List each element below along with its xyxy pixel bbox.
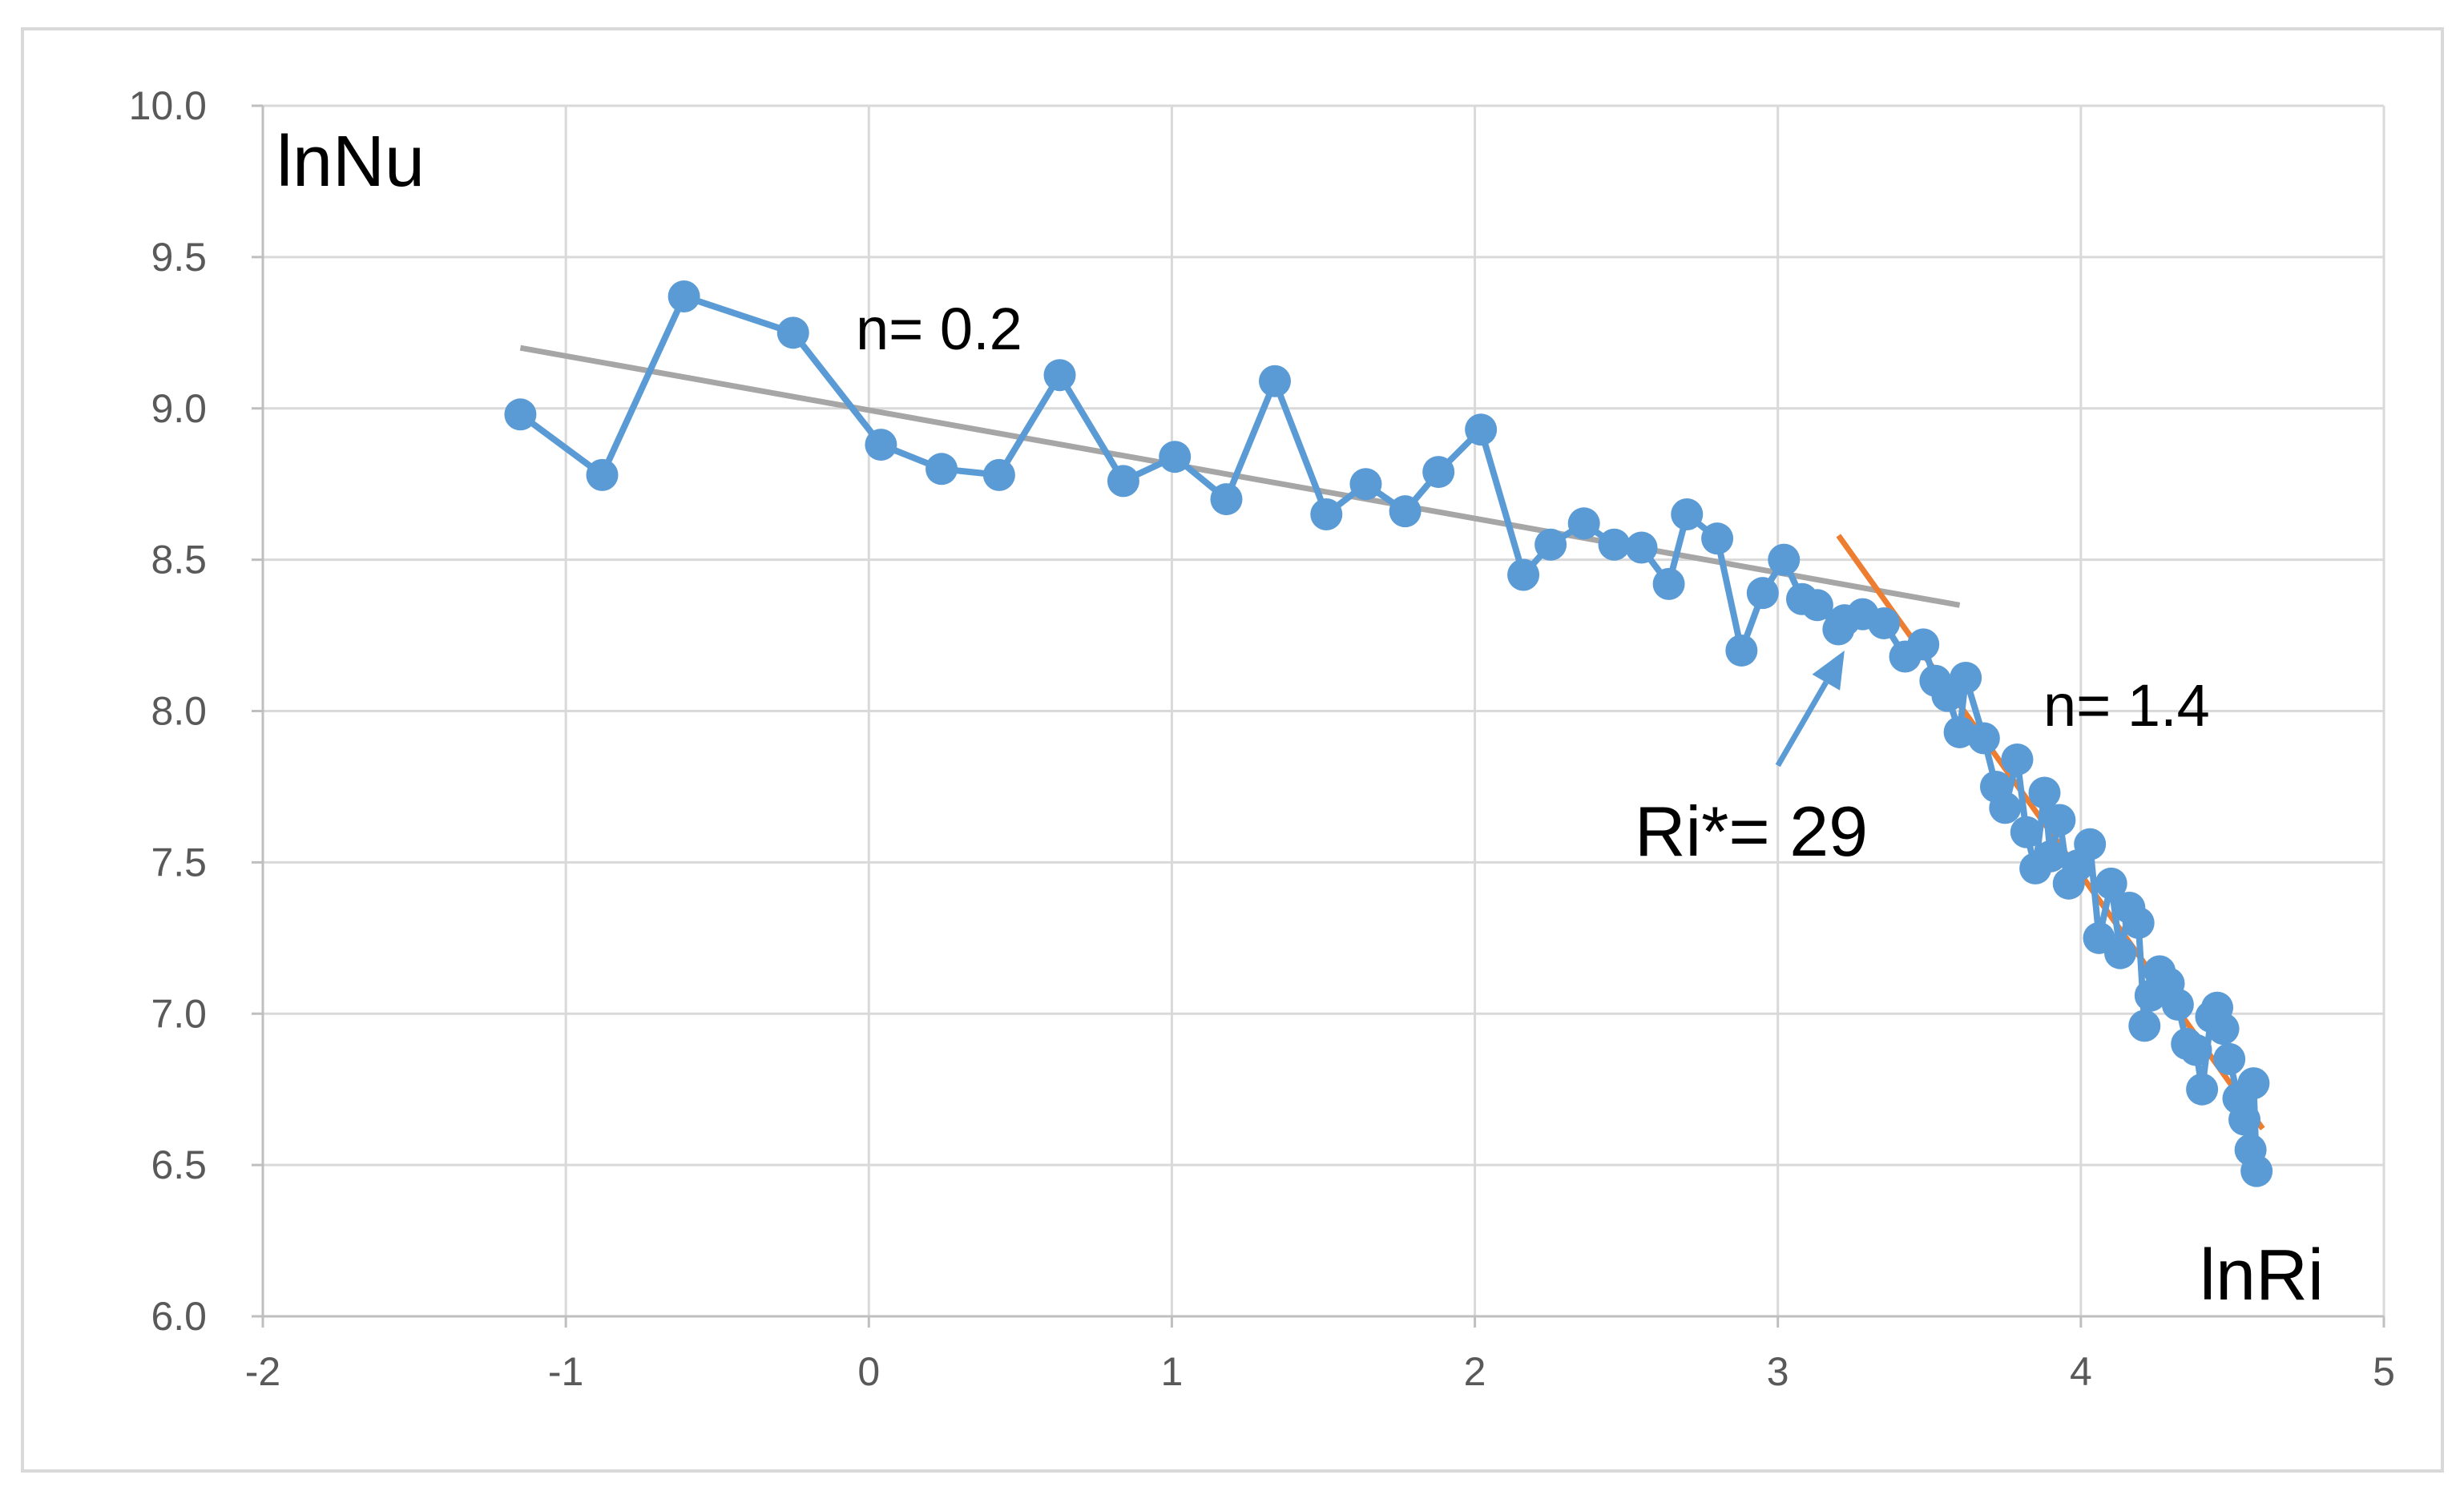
data-point	[2161, 988, 2194, 1021]
data-point	[1043, 359, 1076, 392]
y-tick-label: 7.0	[151, 991, 207, 1036]
data-point	[1210, 483, 1243, 516]
data-point	[586, 458, 619, 491]
data-point	[2010, 816, 2043, 848]
data-point	[865, 429, 897, 461]
data-point	[1768, 543, 1801, 576]
data-point	[1465, 413, 1498, 446]
annotation-ri-star: Ri*= 29	[1635, 792, 1868, 871]
x-tick-label: 1	[1161, 1349, 1184, 1394]
arrow-head	[1812, 650, 1845, 691]
data-points	[504, 280, 2273, 1187]
annotation-n-low: n= 0.2	[856, 296, 1022, 362]
data-point	[1652, 567, 1685, 600]
data-point	[776, 316, 809, 349]
x-axis-title: lnRi	[2200, 1235, 2324, 1316]
data-point	[504, 398, 537, 431]
data-point	[2128, 1009, 2161, 1042]
data-point	[2028, 776, 2061, 809]
y-tick-label: 9.0	[151, 386, 207, 431]
annotation-n-high: n= 1.4	[2043, 672, 2210, 739]
x-tick-labels: -2 -1 0 1 2 3 4 5	[245, 1349, 2395, 1394]
data-point	[2240, 1154, 2273, 1187]
y-tick-label: 8.5	[151, 538, 207, 582]
data-point	[2186, 1073, 2219, 1106]
data-point	[1950, 661, 1982, 694]
data-point	[1258, 365, 1291, 397]
data-point	[1107, 465, 1139, 498]
data-point	[2122, 906, 2155, 939]
annotations: lnNu lnRi n= 0.2 n= 1.4 Ri*= 29	[276, 122, 2324, 1316]
data-point	[2207, 1013, 2240, 1046]
data-point	[1967, 722, 2000, 755]
data-point	[2001, 743, 2034, 776]
data-point	[1534, 528, 1567, 561]
data-point	[1725, 634, 1758, 667]
data-point	[667, 280, 700, 312]
x-tick-label: 3	[1767, 1349, 1789, 1394]
data-point	[2074, 828, 2107, 860]
data-point	[2180, 1034, 2212, 1066]
data-point	[1943, 715, 1976, 748]
data-point	[2035, 840, 2067, 872]
data-point	[1989, 792, 2022, 824]
data-point	[1349, 468, 1382, 501]
data-point	[1801, 589, 1833, 622]
data-point	[1907, 628, 1940, 661]
y-tick-label: 6.5	[151, 1142, 207, 1187]
y-tick-label: 9.5	[151, 235, 207, 280]
data-point	[1389, 495, 1422, 528]
data-point	[1310, 498, 1343, 530]
chart-border	[21, 27, 2444, 1473]
y-axis-title: lnNu	[276, 122, 425, 202]
data-point	[2237, 1067, 2270, 1100]
data-point	[1671, 498, 1704, 530]
data-point	[1422, 456, 1455, 489]
data-point	[982, 458, 1015, 491]
axes	[252, 104, 2385, 1328]
data-point	[1598, 528, 1631, 561]
data-point	[2104, 937, 2137, 969]
x-tick-label: -1	[548, 1349, 583, 1394]
y-tick-label: 6.0	[151, 1294, 207, 1339]
data-point	[1567, 507, 1600, 540]
y-tick-label: 8.0	[151, 689, 207, 734]
x-tick-label: 0	[857, 1349, 880, 1394]
arrow-shaft	[1775, 680, 1829, 768]
x-tick-label: 4	[2070, 1349, 2092, 1394]
y-tick-label: 7.5	[151, 840, 207, 884]
data-point	[1625, 531, 1658, 564]
data-point	[1507, 558, 1540, 591]
annotation-arrow	[1775, 650, 1845, 768]
x-tick-label: 5	[2373, 1349, 2395, 1394]
data-point	[1701, 522, 1734, 555]
data-point	[926, 453, 958, 486]
data-point	[2095, 867, 2127, 900]
x-tick-label: -2	[245, 1349, 280, 1394]
y-tick-label: 10.0	[129, 83, 207, 128]
data-point	[1159, 441, 1192, 473]
x-tick-label: 2	[1464, 1349, 1486, 1394]
data-point	[2043, 804, 2076, 836]
data-point	[2213, 1042, 2246, 1075]
data-point	[2228, 1103, 2261, 1136]
data-point	[1746, 577, 1779, 610]
data-point	[1868, 606, 1901, 639]
y-tick-labels: 10.0 9.5 9.0 8.5 8.0 7.5 7.0 6.5 6.0	[129, 83, 207, 1339]
